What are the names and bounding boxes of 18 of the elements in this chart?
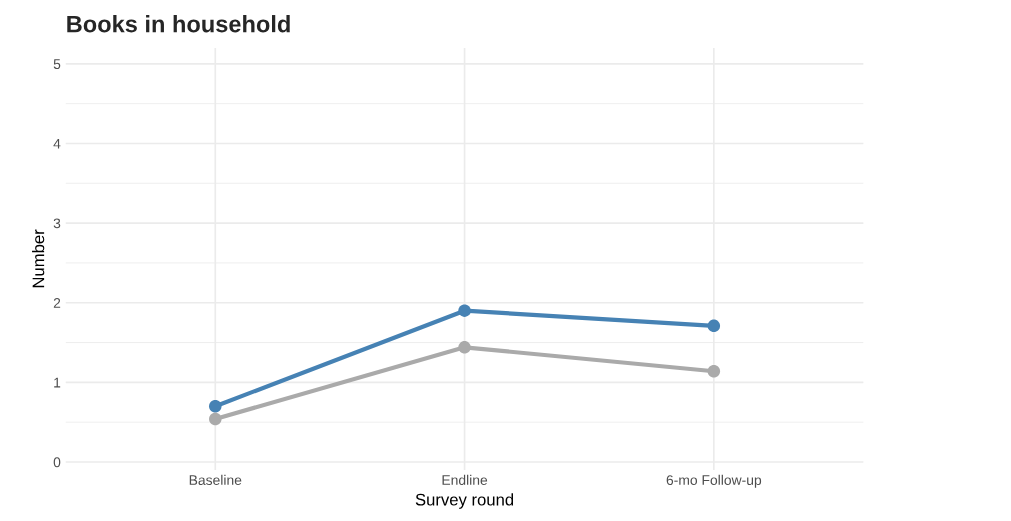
y-axis-title: Number	[32, 229, 45, 288]
point	[707, 319, 721, 333]
y-tick-label: 3	[53, 218, 61, 229]
point	[209, 399, 222, 413]
y-tick-label: 0	[53, 457, 61, 468]
x-tick-label: Baseline	[189, 474, 242, 485]
chart-title: Books in household	[67, 15, 290, 33]
point	[458, 341, 471, 354]
y-tick-label: 4	[53, 138, 61, 149]
point	[209, 412, 222, 426]
x-tick-label: Endline	[442, 474, 488, 485]
y-tick-label: 1	[54, 377, 61, 388]
x-axis-title: Survey round	[415, 493, 514, 509]
point	[458, 304, 471, 317]
y-tick-label: 2	[53, 298, 61, 308]
point	[707, 364, 721, 378]
y-tick-label: 5	[53, 59, 61, 70]
x-tick-label: 6-mo Follow-up	[666, 474, 762, 488]
